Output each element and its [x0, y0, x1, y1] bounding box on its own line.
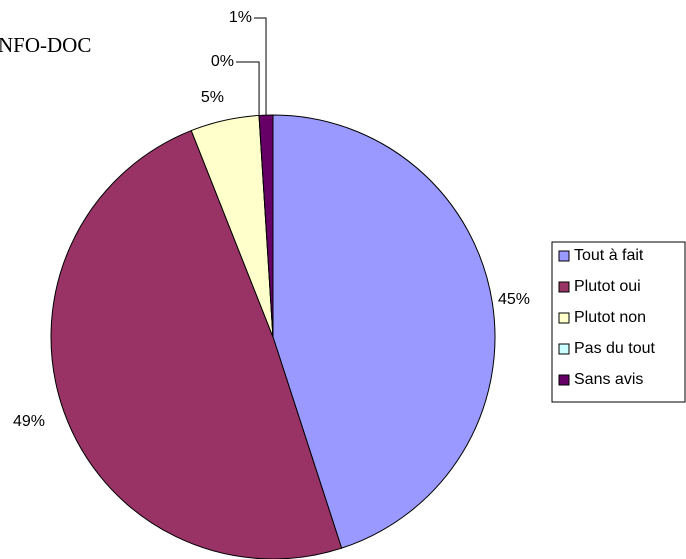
- legend-label: Tout à fait: [574, 247, 644, 264]
- legend-swatch: [558, 281, 570, 293]
- legend-swatch: [558, 374, 570, 386]
- chart-title: NFO-DOC: [0, 33, 91, 57]
- legend-box: [551, 241, 686, 403]
- legend-label: Sans avis: [574, 371, 643, 388]
- data-label: 45%: [498, 291, 530, 308]
- pie-slice: [272, 114, 496, 549]
- legend-swatch: [558, 343, 570, 355]
- legend-swatch: [558, 250, 570, 262]
- legend-label: Pas du tout: [574, 340, 656, 357]
- leader-line: [236, 61, 260, 116]
- legend-label: Plutot oui: [574, 278, 641, 295]
- data-label: 0%: [211, 53, 234, 70]
- legend-swatch: [558, 312, 570, 324]
- data-label: 1%: [229, 9, 252, 26]
- data-label: 5%: [201, 89, 224, 106]
- data-label: 49%: [13, 413, 45, 430]
- pie-slice: [50, 129, 343, 559]
- leader-line: [254, 17, 267, 116]
- legend-label: Plutot non: [574, 309, 646, 326]
